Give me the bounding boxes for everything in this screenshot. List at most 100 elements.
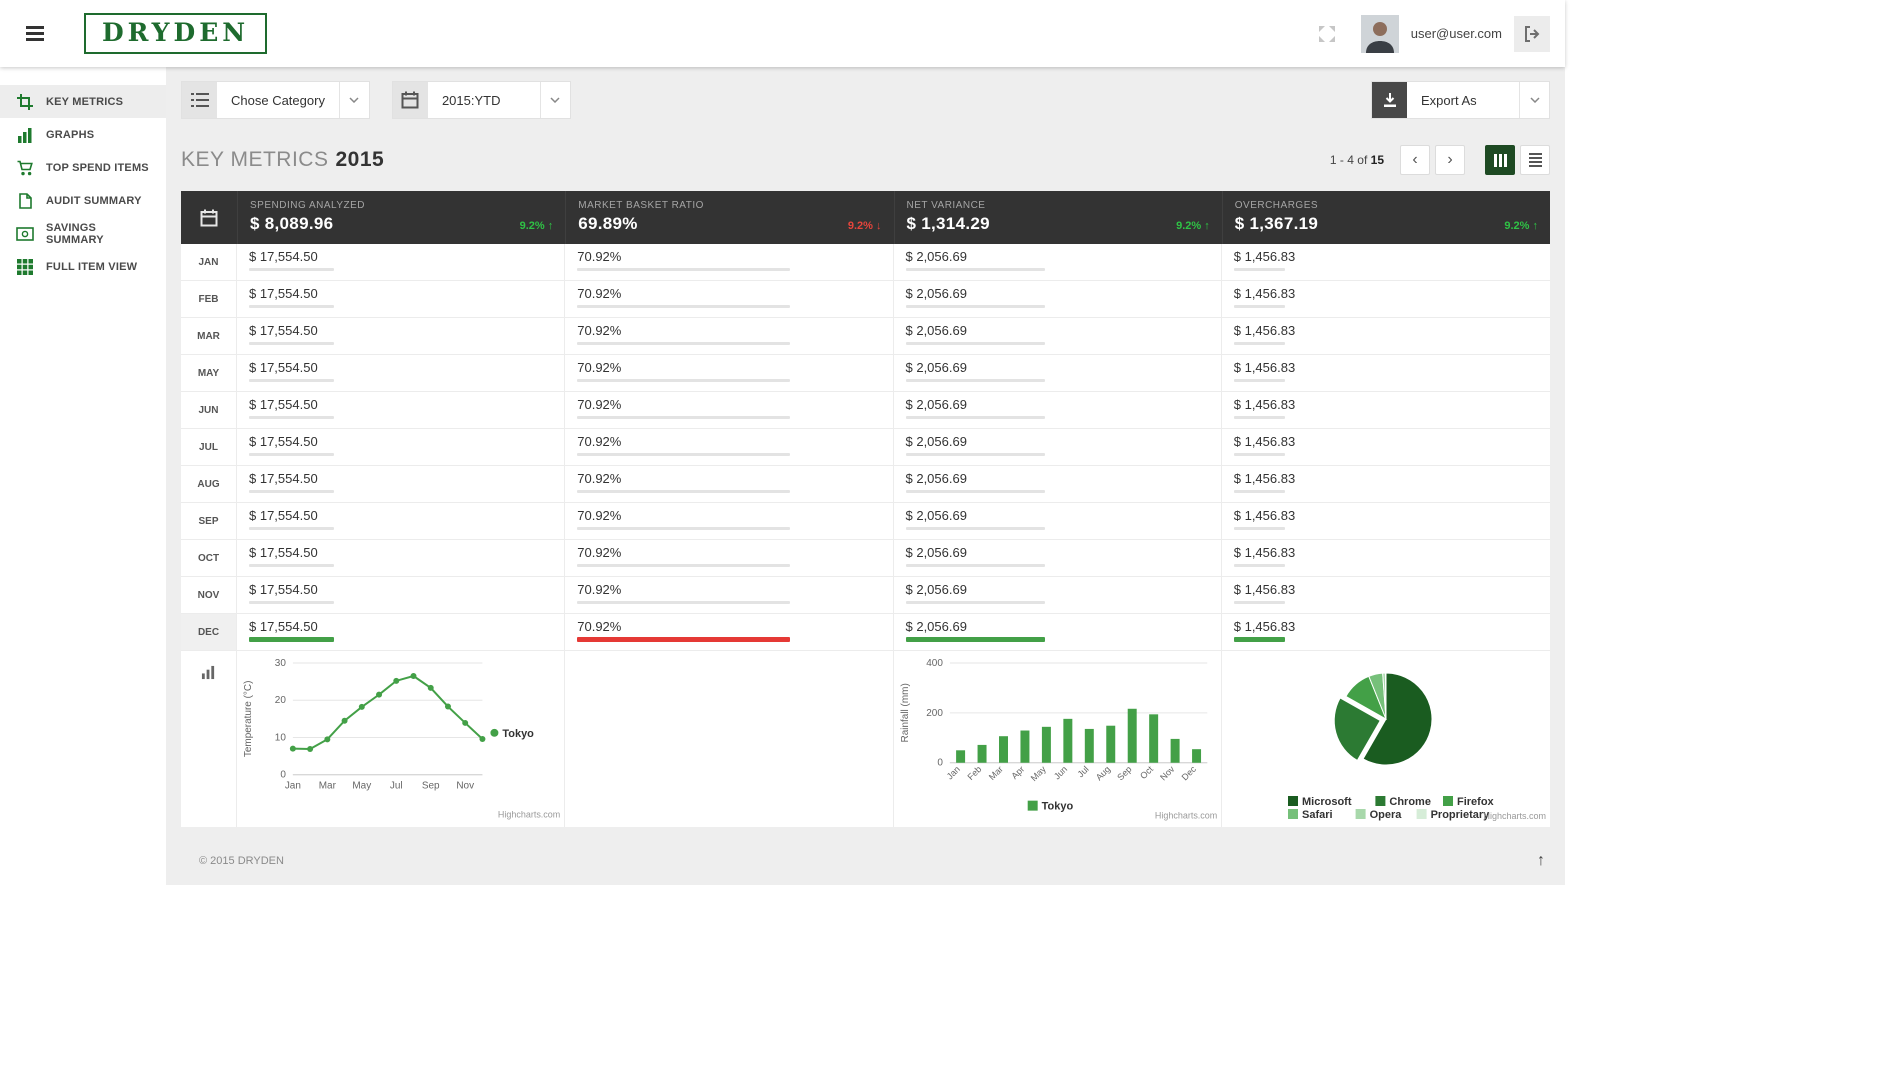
metric-cell: 70.92% xyxy=(565,540,894,576)
cell-value: $ 17,554.50 xyxy=(249,397,318,412)
mini-bar-chart-icon xyxy=(201,665,215,680)
period-select[interactable]: 2015:YTD xyxy=(391,81,571,119)
table-row-jan[interactable]: JAN $ 17,554.50 70.92% $ 2,056.69 $ 1,456.83 xyxy=(181,244,1550,281)
metric-label: OVERCHARGES xyxy=(1234,200,1319,211)
metric-cell: $ 1,456.83 xyxy=(1222,577,1550,613)
logout-button[interactable] xyxy=(1514,15,1550,52)
svg-text:Oct: Oct xyxy=(1138,764,1155,781)
temperature-line-chart[interactable]: 0 10 20 30 Jan Mar May Jul Sep Nov Temperature (°C… xyxy=(237,651,566,827)
metric-cell: $ 1,456.83 xyxy=(1222,281,1550,317)
cell-value: $ 2,056.69 xyxy=(905,545,967,560)
cell-progress-bar xyxy=(577,490,790,493)
sidebar-item-top-spend-items[interactable]: TOP SPEND ITEMS xyxy=(0,151,166,184)
cell-value: 70.92% xyxy=(577,434,622,449)
cell-value: $ 1,456.83 xyxy=(1233,582,1296,597)
svg-text:Dec: Dec xyxy=(1179,764,1198,783)
cell-progress-bar xyxy=(249,637,334,642)
rainfall-bar-chart[interactable]: 0 200 400 Jan Feb Mar Apr May Jun Jul Aug Sep Oct Nov… xyxy=(894,651,1222,827)
next-page-button[interactable]: › xyxy=(1435,145,1465,175)
metric-cell: $ 17,554.50 xyxy=(237,281,566,317)
menu-toggle-button[interactable] xyxy=(14,14,56,54)
cell-value: $ 17,554.50 xyxy=(249,471,318,486)
metric-trend-badge: 9.2% ↑ xyxy=(519,220,554,232)
cell-value: $ 1,456.83 xyxy=(1233,619,1296,634)
svg-text:Sep: Sep xyxy=(422,781,440,792)
svg-text:0: 0 xyxy=(280,770,286,781)
svg-text:Sep: Sep xyxy=(1115,764,1133,782)
svg-text:Temperature (°C): Temperature (°C) xyxy=(243,681,254,758)
metric-cell: $ 1,456.83 xyxy=(1222,318,1550,354)
metric-cell: $ 2,056.69 xyxy=(894,503,1222,539)
list-view-button[interactable] xyxy=(1520,145,1550,175)
sidebar-item-graphs[interactable]: GRAPHS xyxy=(0,118,166,151)
svg-text:Jul: Jul xyxy=(1075,764,1090,779)
brand-logo[interactable]: DRYDEN xyxy=(84,13,268,54)
table-row-feb[interactable]: FEB $ 17,554.50 70.92% $ 2,056.69 $ 1,456.83 xyxy=(181,281,1550,318)
table-row-aug[interactable]: AUG $ 17,554.50 70.92% $ 2,056.69 $ 1,456.83 xyxy=(181,466,1550,503)
banknote-icon xyxy=(16,226,34,241)
table-row-may[interactable]: MAY $ 17,554.50 70.92% $ 2,056.69 $ 1,456.83 xyxy=(181,355,1550,392)
cell-progress-bar xyxy=(249,416,334,419)
fullscreen-icon[interactable] xyxy=(1317,24,1337,44)
svg-text:Jan: Jan xyxy=(944,764,961,781)
export-select[interactable]: Export As xyxy=(1371,81,1550,119)
cell-value: $ 17,554.50 xyxy=(249,582,318,597)
table-row-oct[interactable]: OCT $ 17,554.50 70.92% $ 2,056.69 $ 1,456.83 xyxy=(181,540,1550,577)
cell-progress-bar xyxy=(577,416,790,419)
bar-chart-icon xyxy=(16,127,34,143)
metric-cell: 70.92% xyxy=(565,466,894,502)
cell-progress-bar xyxy=(905,564,1045,567)
cell-progress-bar xyxy=(1233,453,1286,456)
metric-cell: $ 17,554.50 xyxy=(237,392,566,428)
cell-value: 70.92% xyxy=(577,508,622,523)
row-month-label: JAN xyxy=(181,244,237,280)
sidebar-item-audit-summary[interactable]: AUDIT SUMMARY xyxy=(0,184,166,217)
category-select[interactable]: Chose Category xyxy=(181,81,370,119)
svg-text:May: May xyxy=(1028,764,1047,783)
svg-text:Chrome: Chrome xyxy=(1389,796,1431,808)
cell-progress-bar xyxy=(1233,342,1286,345)
cell-value: $ 1,456.83 xyxy=(1233,323,1296,338)
metric-cell: $ 1,456.83 xyxy=(1222,355,1550,391)
cell-value: $ 1,456.83 xyxy=(1233,545,1296,560)
svg-text:Opera: Opera xyxy=(1369,809,1402,821)
chevron-down-icon xyxy=(338,82,369,118)
metric-cell: $ 17,554.50 xyxy=(237,540,566,576)
prev-page-button[interactable]: ‹ xyxy=(1400,145,1430,175)
metric-cell: $ 1,456.83 xyxy=(1222,614,1550,650)
cell-progress-bar xyxy=(577,342,790,345)
cell-progress-bar xyxy=(905,453,1045,456)
svg-text:20: 20 xyxy=(275,695,287,706)
table-row-dec[interactable]: DEC $ 17,554.50 70.92% $ 2,056.69 $ 1,456.83 xyxy=(181,614,1550,651)
copyright-text: © 2015 DRYDEN xyxy=(199,855,284,867)
svg-text:Rainfall (mm): Rainfall (mm) xyxy=(899,683,910,742)
cell-value: $ 2,056.69 xyxy=(905,582,967,597)
table-row-nov[interactable]: NOV $ 17,554.50 70.92% $ 2,056.69 $ 1,456.83 xyxy=(181,577,1550,614)
cell-value: $ 2,056.69 xyxy=(905,434,967,449)
scroll-top-button[interactable]: ↑ xyxy=(1537,852,1545,869)
svg-text:0: 0 xyxy=(937,758,943,769)
sidebar-item-label: KEY METRICS xyxy=(46,95,124,108)
cell-value: $ 17,554.50 xyxy=(249,619,318,634)
cell-progress-bar xyxy=(905,527,1045,530)
table-row-jul[interactable]: JUL $ 17,554.50 70.92% $ 2,056.69 $ 1,456.83 xyxy=(181,429,1550,466)
metric-cell: $ 2,056.69 xyxy=(894,355,1222,391)
metric-cell: $ 1,456.83 xyxy=(1222,244,1550,280)
column-view-button[interactable] xyxy=(1485,145,1515,175)
avatar[interactable] xyxy=(1360,14,1399,53)
metric-cell: $ 2,056.69 xyxy=(894,577,1222,613)
cell-value: $ 1,456.83 xyxy=(1233,397,1296,412)
browser-share-pie-chart[interactable]: Microsoft Chrome Firefox Safari Opera Proprie… xyxy=(1222,651,1550,827)
table-row-sep[interactable]: SEP $ 17,554.50 70.92% $ 2,056.69 $ 1,456.83 xyxy=(181,503,1550,540)
table-row-jun[interactable]: JUN $ 17,554.50 70.92% $ 2,056.69 $ 1,456.83 xyxy=(181,392,1550,429)
sidebar-item-full-item-view[interactable]: FULL ITEM VIEW xyxy=(0,250,166,283)
sidebar-item-label: FULL ITEM VIEW xyxy=(46,260,138,273)
table-row-mar[interactable]: MAR $ 17,554.50 70.92% $ 2,056.69 $ 1,456.83 xyxy=(181,318,1550,355)
row-month-label: FEB xyxy=(181,281,237,317)
cell-value: $ 2,056.69 xyxy=(905,360,967,375)
cell-value: $ 1,456.83 xyxy=(1233,360,1296,375)
page-title: KEY METRICS 2015 xyxy=(181,148,385,171)
svg-text:Nov: Nov xyxy=(1158,764,1177,783)
sidebar-item-savings-summary[interactable]: SAVINGS SUMMARY xyxy=(0,217,166,250)
sidebar-item-key-metrics[interactable]: KEY METRICS xyxy=(0,85,166,118)
